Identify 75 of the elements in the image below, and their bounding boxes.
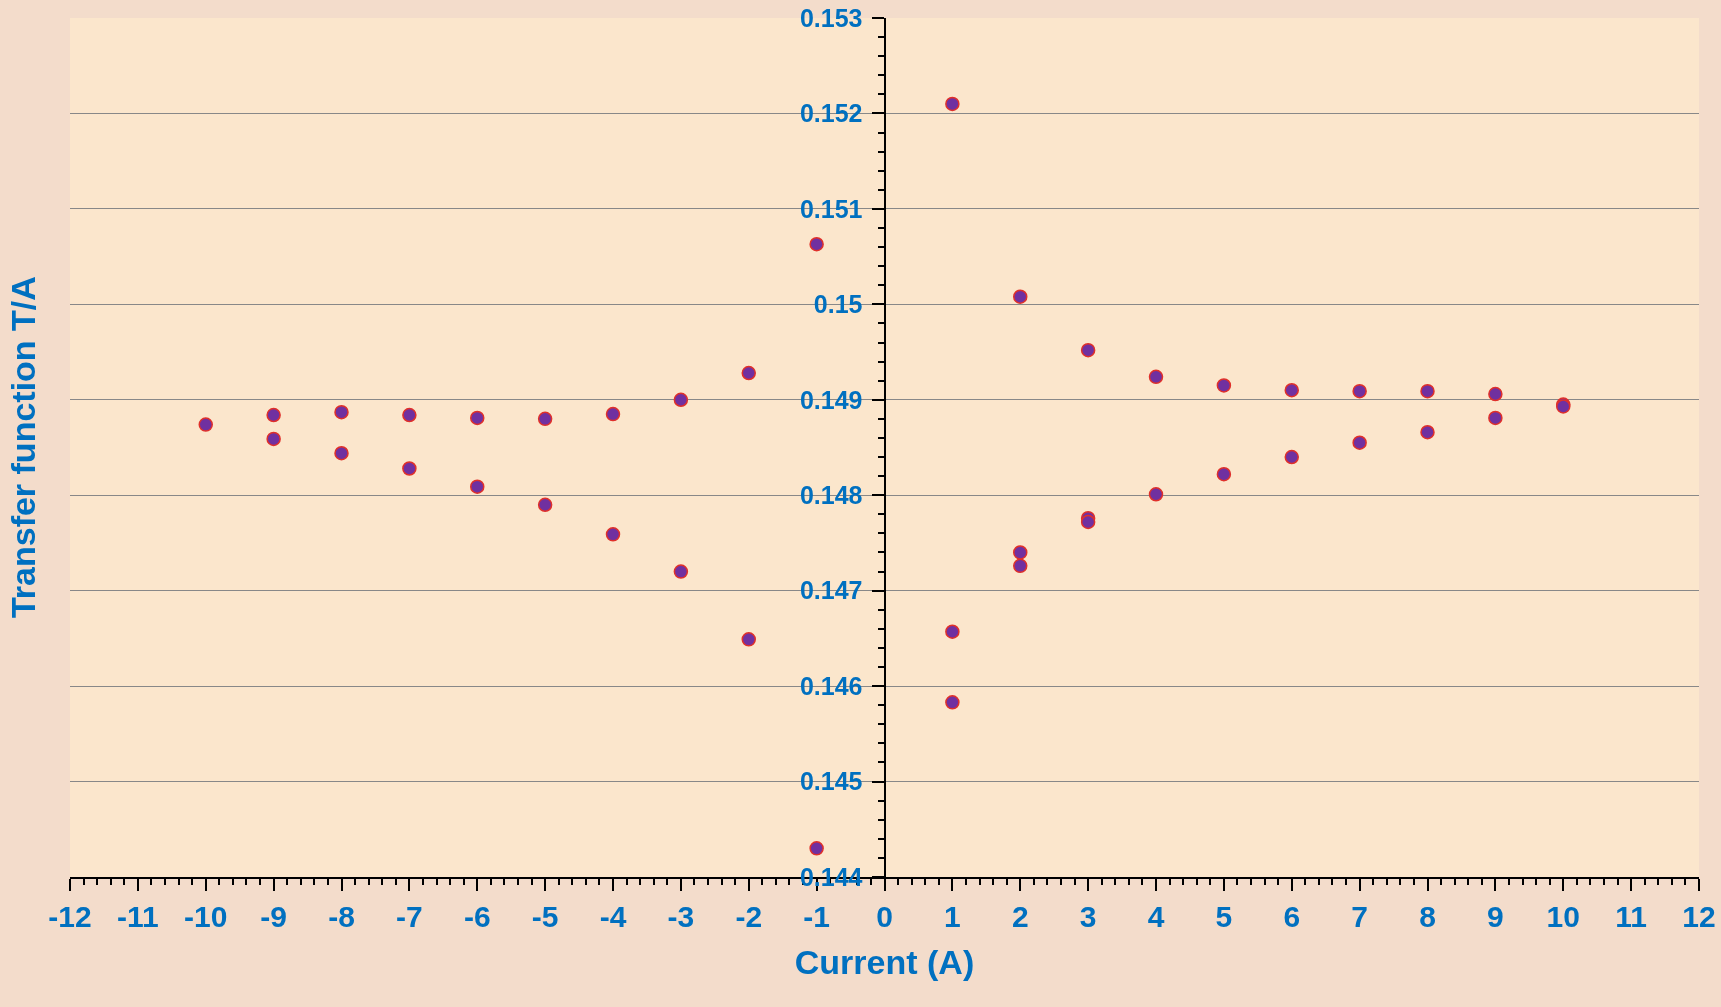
point: [402, 461, 417, 476]
point: [1216, 466, 1232, 482]
y-tick-label: 0.145: [799, 767, 863, 796]
x-tick-label: -8: [328, 900, 355, 933]
point: [1352, 383, 1367, 399]
point: [1148, 369, 1164, 385]
x-tick-label: 6: [1283, 900, 1301, 933]
point: [470, 479, 485, 494]
point: [673, 564, 689, 579]
point: [809, 236, 824, 252]
y-tick-label: 0.152: [799, 99, 863, 128]
point: [266, 407, 281, 423]
point: [198, 417, 213, 432]
point: [1420, 424, 1435, 440]
x-tick-label: 11: [1615, 900, 1647, 933]
point: [1148, 487, 1164, 502]
x-tick-label: -4: [599, 900, 627, 933]
point: [537, 497, 553, 513]
x-tick-label: 5: [1215, 900, 1233, 933]
y-tick-label: 0.148: [799, 480, 863, 509]
point: [1284, 382, 1299, 398]
x-tick-label: -11: [117, 900, 159, 933]
point: [1488, 386, 1503, 402]
y-tick-label: 0.146: [799, 671, 863, 700]
point: [1080, 514, 1096, 530]
x-tick-label: 1: [944, 900, 961, 933]
y-tick-label: 0.151: [799, 194, 863, 223]
x-tick-label: -1: [803, 900, 830, 933]
point: [402, 407, 417, 423]
point: [537, 411, 553, 427]
x-tick-label: -5: [531, 900, 559, 933]
x-tick-label: 12: [1682, 900, 1716, 933]
x-tick-label: -3: [667, 900, 695, 933]
point: [605, 406, 621, 422]
point: [809, 841, 824, 856]
x-axis-title: Current (A): [794, 942, 975, 981]
x-tick-label: -2: [735, 900, 763, 933]
point: [605, 527, 621, 542]
point: [1080, 342, 1096, 358]
point: [673, 392, 689, 408]
point: [1488, 410, 1503, 426]
point: [334, 404, 349, 420]
point: [1013, 558, 1028, 574]
x-tick-label: 2: [1011, 900, 1029, 933]
point: [1284, 449, 1299, 465]
point: [266, 431, 281, 447]
x-tick-label: 10: [1546, 900, 1580, 933]
x-tick-label: -10: [184, 900, 228, 933]
point: [470, 410, 485, 426]
point: [741, 365, 756, 381]
x-tick-label: -9: [260, 900, 287, 933]
x-tick-label: 8: [1419, 900, 1436, 933]
y-tick-label: 0.149: [799, 385, 863, 414]
point: [1420, 383, 1435, 399]
x-tick-label: -6: [463, 900, 491, 933]
point: [945, 624, 960, 639]
y-tick-label: 0.147: [799, 576, 863, 605]
point: [334, 445, 349, 461]
x-tick-label: 4: [1147, 900, 1165, 933]
point: [1013, 545, 1028, 560]
point: [945, 96, 960, 112]
x-tick-label: -12: [48, 900, 92, 933]
y-tick-label: 0.15: [813, 290, 863, 319]
x-tick-label: 0: [876, 900, 893, 933]
x-tick-label: -7: [396, 900, 423, 933]
point: [1013, 289, 1028, 304]
point: [945, 695, 960, 710]
point: [1216, 378, 1232, 393]
point: [1352, 435, 1367, 450]
x-tick-label: 3: [1079, 900, 1097, 933]
y-axis-title: Transfer function T/A: [4, 276, 43, 619]
point: [741, 632, 756, 647]
x-tick-label: 7: [1351, 900, 1368, 933]
y-tick-label: 0.153: [799, 3, 863, 32]
x-tick-label: 9: [1487, 900, 1504, 933]
